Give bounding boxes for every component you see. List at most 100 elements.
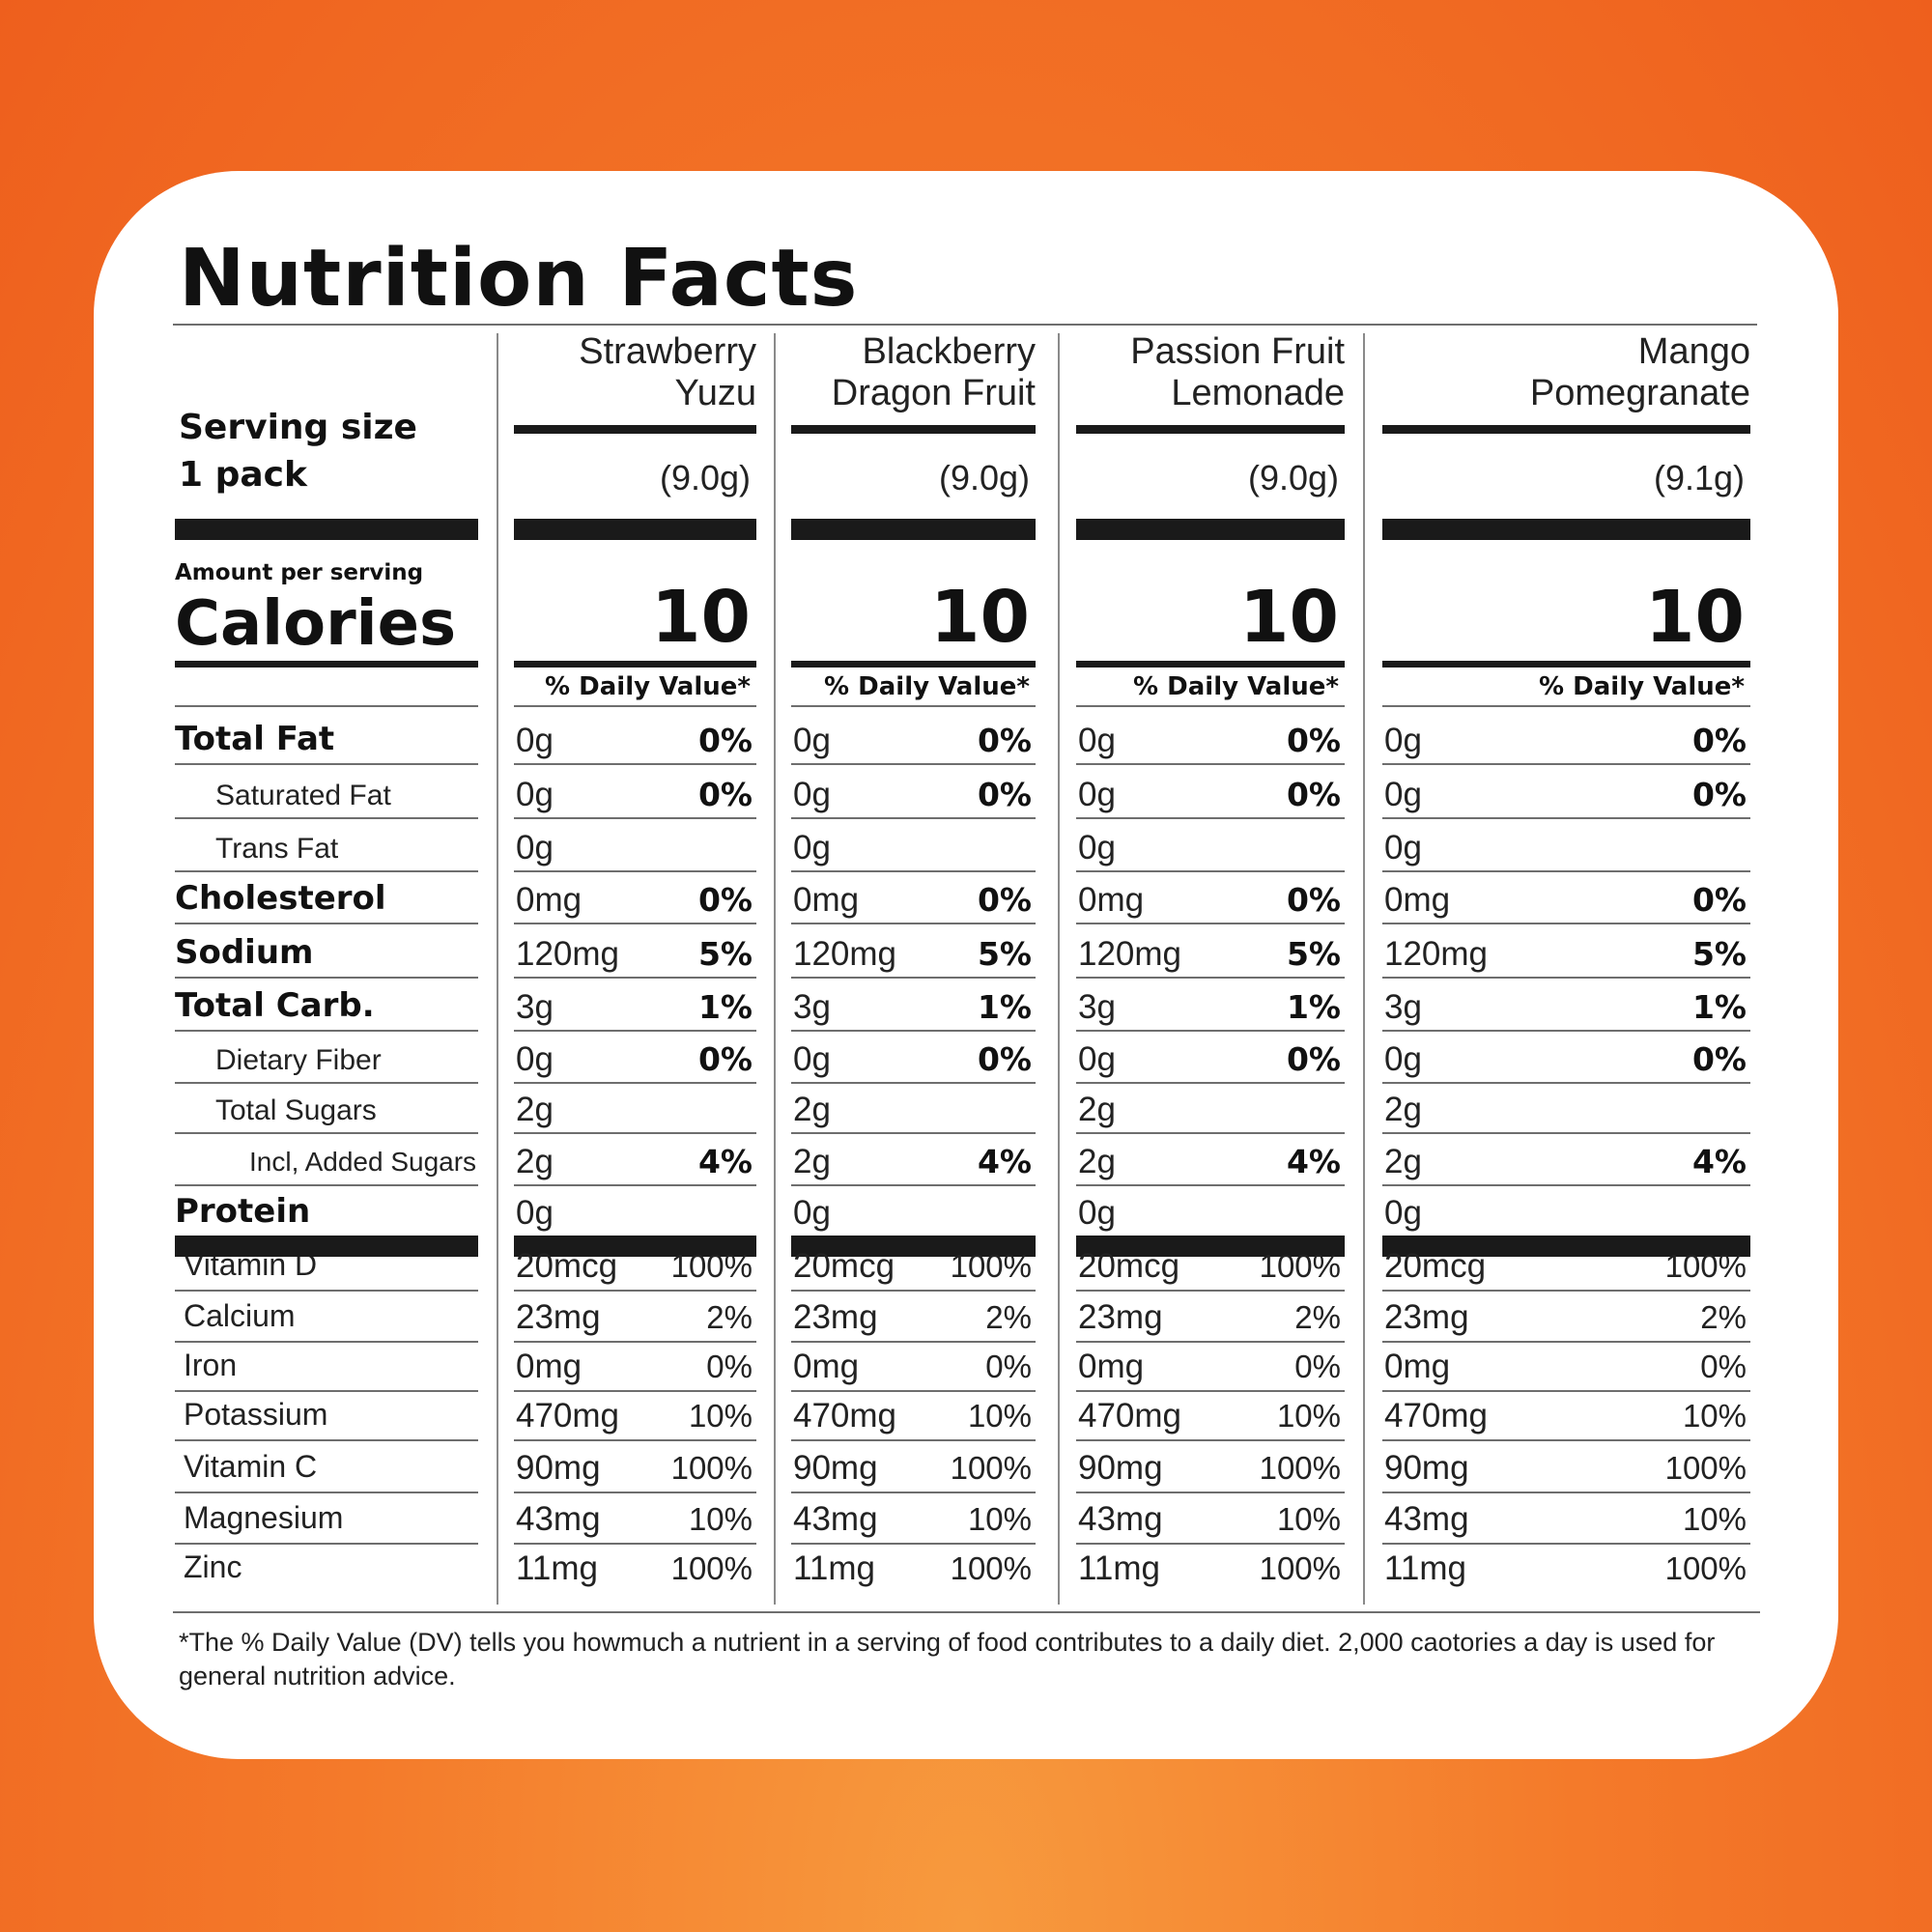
vitamin-amount: 0mg — [516, 1348, 582, 1385]
row-divider — [1076, 1184, 1345, 1186]
row-divider — [175, 1030, 478, 1032]
nutrient-amount: 2g — [516, 1143, 554, 1180]
vitamin-amount: 23mg — [1384, 1298, 1469, 1336]
vitamin-amount: 90mg — [793, 1449, 878, 1487]
row-divider — [1076, 1030, 1345, 1032]
row-divider — [791, 1390, 1036, 1392]
label-thick-bar-top — [175, 519, 478, 540]
row-divider — [1076, 977, 1345, 979]
vitamin-amount: 470mg — [516, 1397, 620, 1435]
nutrient-daily-value: 0% — [977, 881, 1032, 919]
daily-value-header: % Daily Value* — [1539, 672, 1745, 701]
flavor-name-line2: Dragon Fruit — [831, 373, 1036, 413]
vitamin-daily-value: 10% — [1682, 1501, 1747, 1537]
row-divider — [791, 1492, 1036, 1493]
row-divider — [1076, 1492, 1345, 1493]
vitamin-daily-value: 100% — [950, 1248, 1032, 1284]
row-divider — [791, 1290, 1036, 1292]
vitamin-daily-value: 2% — [1700, 1299, 1747, 1335]
row-divider — [175, 977, 478, 979]
vitamin-daily-value: 0% — [1294, 1349, 1341, 1384]
nutrient-label: Dietary Fiber — [215, 1044, 382, 1076]
row-divider — [175, 1390, 478, 1392]
calories-value: 10 — [930, 576, 1030, 659]
vitamin-amount: 23mg — [516, 1298, 601, 1336]
nutrient-amount: 120mg — [516, 935, 620, 973]
row-divider — [791, 1439, 1036, 1441]
serving-weight: (9.0g) — [938, 458, 1030, 497]
nutrient-amount: 0g — [1078, 776, 1116, 813]
row-divider — [1382, 977, 1750, 979]
vitamin-label: Vitamin C — [184, 1449, 318, 1484]
nutrient-daily-value: 5% — [1691, 935, 1747, 973]
row-divider — [175, 1290, 478, 1292]
nutrient-daily-value: 0% — [697, 1040, 753, 1078]
nutrient-daily-value: 0% — [1286, 776, 1341, 813]
vitamin-amount: 23mg — [1078, 1298, 1163, 1336]
vitamin-amount: 0mg — [1384, 1348, 1451, 1385]
nutrient-daily-value: 1% — [977, 988, 1032, 1026]
vitamin-daily-value: 2% — [706, 1299, 753, 1335]
nutrient-daily-value: 0% — [1691, 722, 1747, 759]
row-divider — [175, 1543, 478, 1545]
nutrient-amount: 0g — [516, 776, 554, 813]
vitamin-daily-value: 100% — [670, 1450, 753, 1486]
vitamin-daily-value: 100% — [670, 1550, 753, 1586]
flavor-name-line1: Strawberry — [579, 331, 756, 372]
vitamin-daily-value: 100% — [1664, 1248, 1747, 1284]
vitamin-bar — [791, 1236, 1036, 1257]
vitamin-label: Calcium — [184, 1298, 296, 1333]
vitamin-amount: 11mg — [516, 1549, 598, 1587]
label-dv-divider — [175, 705, 478, 707]
row-divider — [175, 817, 478, 819]
row-divider — [1382, 1030, 1750, 1032]
calories-bar — [514, 661, 756, 668]
row-divider — [1076, 923, 1345, 924]
nutrient-amount: 0g — [793, 829, 831, 867]
nutrient-amount: 0g — [516, 1040, 554, 1078]
row-divider — [791, 1082, 1036, 1084]
nutrient-label: Protein — [175, 1192, 311, 1231]
vitamin-daily-value: 100% — [1664, 1550, 1747, 1586]
flavor-name-line2: Yuzu — [674, 373, 756, 413]
nutrient-daily-value: 0% — [1286, 722, 1341, 759]
column-divider — [774, 333, 776, 1605]
thick-bar — [1382, 425, 1750, 434]
nutrient-amount: 3g — [516, 988, 554, 1026]
row-divider — [175, 870, 478, 872]
column-divider — [497, 333, 498, 1605]
nutrient-daily-value: 0% — [1286, 881, 1341, 919]
flavor-name-line1: Blackberry — [862, 331, 1037, 372]
vitamin-amount: 20mcg — [516, 1247, 618, 1285]
nutrient-amount: 2g — [1384, 1143, 1422, 1180]
nutrient-daily-value: 0% — [977, 1040, 1032, 1078]
nutrient-amount: 0g — [1078, 1040, 1116, 1078]
nutrient-amount: 0mg — [793, 881, 860, 919]
calories-value: 10 — [651, 576, 751, 659]
nutrient-amount: 0g — [1384, 722, 1422, 759]
row-divider — [1076, 1082, 1345, 1084]
row-divider — [1076, 763, 1345, 765]
row-divider — [514, 1290, 756, 1292]
nutrient-amount: 0g — [1384, 1040, 1422, 1078]
nutrient-daily-value: 0% — [977, 722, 1032, 759]
vitamin-bar — [1076, 1236, 1345, 1257]
row-divider — [514, 1543, 756, 1545]
row-divider — [1382, 1390, 1750, 1392]
row-divider — [791, 1184, 1036, 1186]
row-divider — [514, 1132, 756, 1134]
vitamin-daily-value: 10% — [1276, 1398, 1341, 1434]
vitamin-daily-value: 100% — [950, 1450, 1032, 1486]
nutrient-amount: 0mg — [1384, 881, 1451, 919]
nutrient-amount: 0g — [516, 722, 554, 759]
vitamin-daily-value: 100% — [1259, 1248, 1341, 1284]
nutrient-daily-value: 5% — [697, 935, 753, 973]
row-divider — [514, 1439, 756, 1441]
vitamin-daily-value: 0% — [985, 1349, 1032, 1384]
nutrient-daily-value: 0% — [697, 722, 753, 759]
nutrient-amount: 2g — [1078, 1143, 1116, 1180]
vitamin-daily-value: 0% — [706, 1349, 753, 1384]
nutrient-label: Saturated Fat — [215, 780, 391, 811]
calories-label: Calories — [175, 588, 457, 660]
label-vitamin-bar — [175, 1236, 478, 1257]
